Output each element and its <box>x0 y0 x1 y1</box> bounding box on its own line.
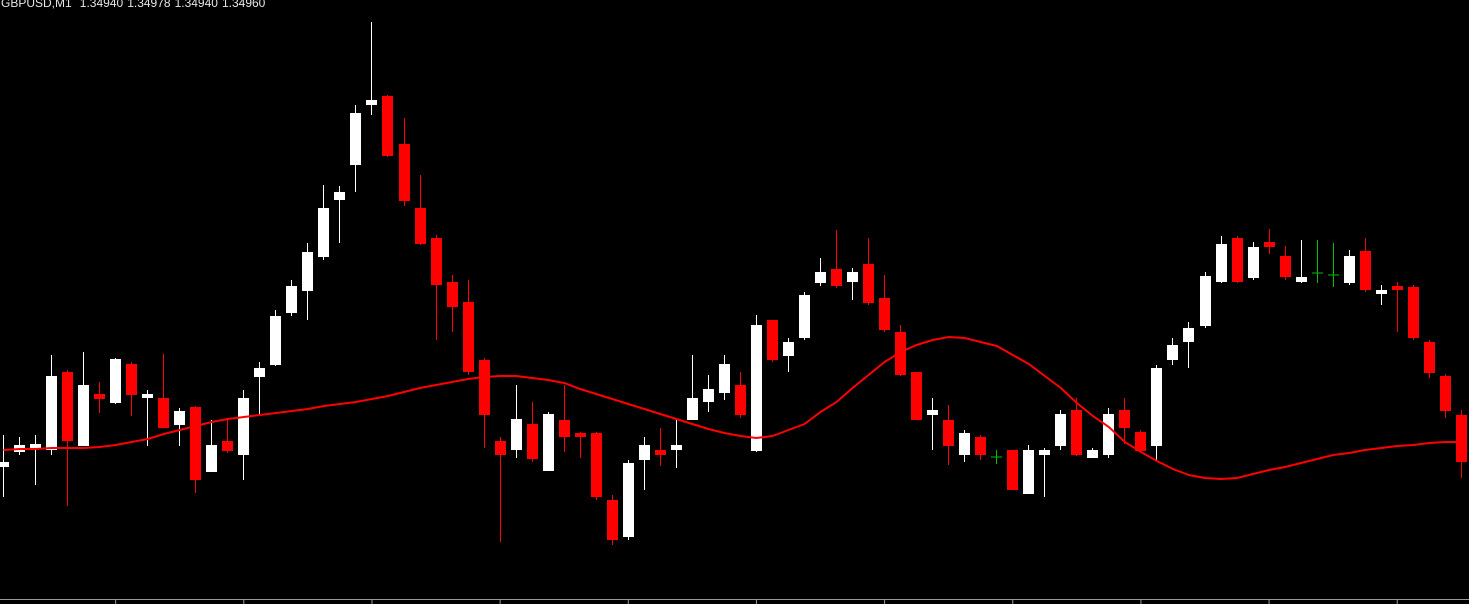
candle-body <box>1119 410 1130 428</box>
candle-body <box>767 320 778 360</box>
candle-body <box>0 462 9 467</box>
candle-body <box>847 272 858 282</box>
candle-body <box>62 372 73 441</box>
candle-body <box>1440 376 1451 411</box>
candle-body <box>431 238 442 285</box>
candle-body <box>719 364 730 393</box>
candle-body <box>1200 276 1211 326</box>
candle-body <box>751 325 762 451</box>
candle-body <box>1296 277 1307 282</box>
candle-body <box>639 445 650 460</box>
candle-body <box>1216 244 1227 282</box>
candle-body <box>863 264 874 303</box>
candle-body <box>783 342 794 356</box>
candle-body <box>238 398 249 455</box>
candle-body <box>1151 368 1162 446</box>
candle-body <box>174 411 185 425</box>
candle-body <box>895 332 906 375</box>
candle-body <box>447 282 458 307</box>
quote-low: 1.34940 <box>175 0 219 10</box>
candle-body <box>927 410 938 415</box>
candle-body <box>1039 450 1050 455</box>
candle-body <box>94 394 105 399</box>
candle-body <box>495 441 506 455</box>
candle-body <box>463 302 474 372</box>
candle-body <box>1135 432 1146 451</box>
candle-body <box>735 385 746 415</box>
candle-body <box>126 364 137 395</box>
candle-body <box>318 208 329 257</box>
candle-body <box>1456 415 1467 462</box>
candle-body <box>1167 345 1178 360</box>
candle-body <box>943 420 954 446</box>
candle-body <box>687 398 698 420</box>
candle-body <box>1103 414 1114 455</box>
candle-body <box>1376 290 1387 294</box>
candle-body <box>815 272 826 283</box>
quote-high: 1.34978 <box>127 0 171 10</box>
candle-body <box>879 298 890 330</box>
candle-body <box>1055 414 1066 446</box>
quote-open: 1.34940 <box>80 0 124 10</box>
candle-body <box>591 433 602 497</box>
candle-body <box>1071 410 1082 455</box>
candle-body <box>959 433 970 455</box>
candle-body <box>831 269 842 286</box>
candle-body <box>1023 450 1034 494</box>
candle-body <box>46 376 57 450</box>
candle-body <box>350 113 361 165</box>
candle-body <box>78 385 89 446</box>
candle-body <box>190 407 201 480</box>
candle-body <box>1248 247 1259 278</box>
candle-body <box>254 368 265 377</box>
candle-body <box>399 144 410 201</box>
candle-body <box>1408 287 1419 338</box>
candle-body <box>1183 328 1194 342</box>
candle-body <box>655 450 666 455</box>
candle-body <box>1087 450 1098 458</box>
candle-body <box>30 444 41 448</box>
candle-body <box>799 295 810 338</box>
candle-body <box>222 441 233 451</box>
candle-body <box>1280 256 1291 277</box>
symbol: GBPUSD,M1 <box>1 0 72 10</box>
candle-body <box>382 96 393 156</box>
candle-body <box>1360 251 1371 290</box>
candle-body <box>1264 242 1275 247</box>
candle-body <box>479 360 490 415</box>
candle-body <box>671 445 682 450</box>
candle-body <box>527 424 538 459</box>
candle-body <box>334 192 345 200</box>
candle-body <box>607 500 618 540</box>
candle-body <box>286 286 297 313</box>
candle-body <box>703 389 714 402</box>
candle-body <box>415 208 426 244</box>
candle-body <box>1344 256 1355 283</box>
chart-header: GBPUSD,M1 1.34940 1.34978 1.34940 1.34960 <box>1 0 266 10</box>
candle-body <box>270 316 281 365</box>
quote-close: 1.34960 <box>222 0 266 10</box>
candle-body <box>1424 342 1435 373</box>
candle-body <box>1392 286 1403 290</box>
candle-body <box>911 372 922 420</box>
candle-body <box>142 394 153 398</box>
candle-body <box>206 445 217 472</box>
candle-body <box>1232 238 1243 282</box>
candle-body <box>975 437 986 455</box>
candle-body <box>511 419 522 450</box>
candle-body <box>559 420 570 437</box>
candle-body <box>110 359 121 403</box>
candle-body <box>158 398 169 428</box>
moving-average <box>3 335 1462 481</box>
candle-body <box>575 433 586 437</box>
candle-body <box>1007 450 1018 490</box>
candle-body <box>623 463 634 537</box>
candle-body <box>366 100 377 105</box>
candle-body <box>543 414 554 471</box>
candle-body <box>302 252 313 291</box>
